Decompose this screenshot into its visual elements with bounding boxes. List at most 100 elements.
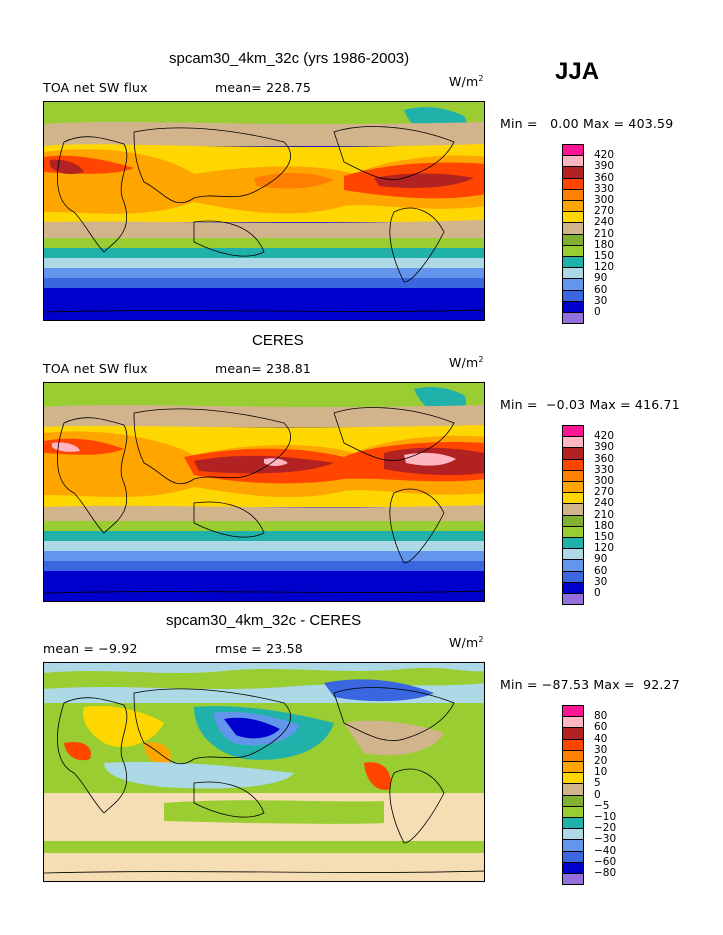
colorbar-level-label: 30 [594, 575, 608, 588]
panel-3-mean: mean = −9.92 [43, 641, 138, 656]
colorbar-level-label: 20 [594, 755, 608, 767]
colorbar-swatch [562, 761, 584, 774]
colorbar-level-label: 270 [594, 486, 615, 499]
colorbar-swatch [562, 581, 584, 594]
colorbar-swatch [562, 481, 584, 494]
panel-3-minmax: Min = −87.53 Max = 92.27 [500, 677, 680, 692]
colorbar-level-label: 360 [594, 452, 615, 465]
colorbar-swatch [562, 188, 584, 201]
season-label: JJA [555, 58, 600, 85]
colorbar-swatch [562, 570, 584, 583]
panel-2-title: CERES [252, 332, 304, 349]
panel-1-title: spcam30_4km_32c (yrs 1986-2003) [169, 50, 410, 67]
colorbar-swatch [562, 492, 584, 505]
colorbar-level-label: 180 [594, 238, 615, 251]
panel-3-map-svg [44, 663, 484, 881]
colorbar-level-label: 60 [594, 283, 608, 296]
panel-1-mean: mean= 228.75 [215, 80, 312, 95]
colorbar-level-label: 0 [594, 306, 601, 318]
panel-1-units: W/m2 [449, 74, 484, 89]
colorbar-level-label: 30 [594, 294, 608, 307]
colorbar-level-label: −10 [594, 811, 617, 823]
colorbar-swatch [562, 783, 584, 796]
colorbar-level-label: 5 [594, 777, 601, 790]
colorbar-swatch [562, 222, 584, 235]
colorbar-swatch [562, 312, 584, 325]
colorbar-level-label: 390 [594, 441, 615, 454]
colorbar-level-label: 150 [594, 531, 615, 543]
colorbar-swatch [562, 155, 584, 168]
colorbar-swatch [562, 233, 584, 246]
colorbar-level-label: 300 [594, 475, 615, 487]
colorbar-level-label: 150 [594, 250, 615, 262]
colorbar-swatch [562, 559, 584, 572]
colorbar-swatch [562, 705, 584, 718]
colorbar-level-label: 210 [594, 227, 615, 240]
panel-1-map-svg [44, 102, 484, 320]
colorbar-level-label: 60 [594, 564, 608, 577]
colorbar-level-label: −40 [594, 844, 617, 857]
colorbar-swatch [562, 548, 584, 561]
colorbar-swatch [562, 537, 584, 550]
colorbar-swatch [562, 244, 584, 257]
colorbar-level-label: 120 [594, 542, 615, 555]
colorbar-level-label: 270 [594, 205, 615, 218]
colorbar-level-label: 180 [594, 519, 615, 532]
colorbar-level-label: 330 [594, 463, 615, 476]
colorbar-level-label: 90 [594, 272, 608, 285]
colorbar-swatch [562, 447, 584, 460]
panel-3-map [43, 662, 485, 882]
colorbar-level-label: −30 [594, 833, 617, 846]
colorbar-swatch [562, 278, 584, 291]
colorbar-swatch [562, 839, 584, 852]
colorbar-swatch [562, 738, 584, 751]
colorbar-level-label: −5 [594, 799, 610, 812]
colorbar-level-label: 30 [594, 743, 608, 756]
colorbar-level-label: 60 [594, 721, 608, 734]
panel-1-map [43, 101, 485, 321]
colorbar-level-label: 10 [594, 766, 608, 779]
panel-3-rmse: rmse = 23.58 [215, 641, 303, 656]
colorbar-level-label: 120 [594, 261, 615, 274]
colorbar-swatch [562, 727, 584, 740]
colorbar-level-label: 390 [594, 160, 615, 173]
colorbar-level-label: 240 [594, 216, 615, 229]
colorbar-swatch [562, 593, 584, 606]
colorbar-swatch [562, 267, 584, 280]
colorbar-level-label: 0 [594, 587, 601, 599]
colorbar-level-label: −60 [594, 855, 617, 868]
colorbar-swatch [562, 525, 584, 538]
colorbar-swatch [562, 436, 584, 449]
colorbar-swatch [562, 794, 584, 807]
panel-2-units: W/m2 [449, 355, 484, 370]
colorbar-swatch [562, 200, 584, 213]
colorbar-level-label: 300 [594, 194, 615, 206]
colorbar-swatch [562, 289, 584, 302]
panel-2-map [43, 382, 485, 602]
colorbar-swatch [562, 211, 584, 224]
panel-1-minmax: Min = 0.00 Max = 403.59 [500, 116, 674, 131]
colorbar-swatch [562, 458, 584, 471]
colorbar-level-label: 40 [594, 732, 608, 745]
panel-3-units: W/m2 [449, 635, 484, 650]
colorbar-level-label: 420 [594, 430, 615, 443]
panel-2-variable-label: TOA net SW flux [43, 361, 148, 376]
colorbar-swatch [562, 805, 584, 818]
panel-3-title: spcam30_4km_32c - CERES [166, 612, 362, 629]
colorbar-swatch [562, 177, 584, 190]
colorbar-level-label: 0 [594, 788, 601, 801]
colorbar-level-label: 240 [594, 497, 615, 510]
colorbar-swatch [562, 828, 584, 841]
colorbar-level-label: −80 [594, 867, 617, 879]
colorbar-level-label: 420 [594, 149, 615, 162]
panel-1-variable-label: TOA net SW flux [43, 80, 148, 95]
colorbar-swatch [562, 425, 584, 438]
colorbar-swatch [562, 772, 584, 785]
colorbar-swatch [562, 503, 584, 516]
colorbar-swatch [562, 469, 584, 482]
colorbar-level-label: 90 [594, 553, 608, 566]
colorbar-swatch [562, 861, 584, 874]
colorbar-swatch [562, 144, 584, 157]
colorbar-swatch [562, 166, 584, 179]
colorbar-level-label: 80 [594, 710, 608, 723]
